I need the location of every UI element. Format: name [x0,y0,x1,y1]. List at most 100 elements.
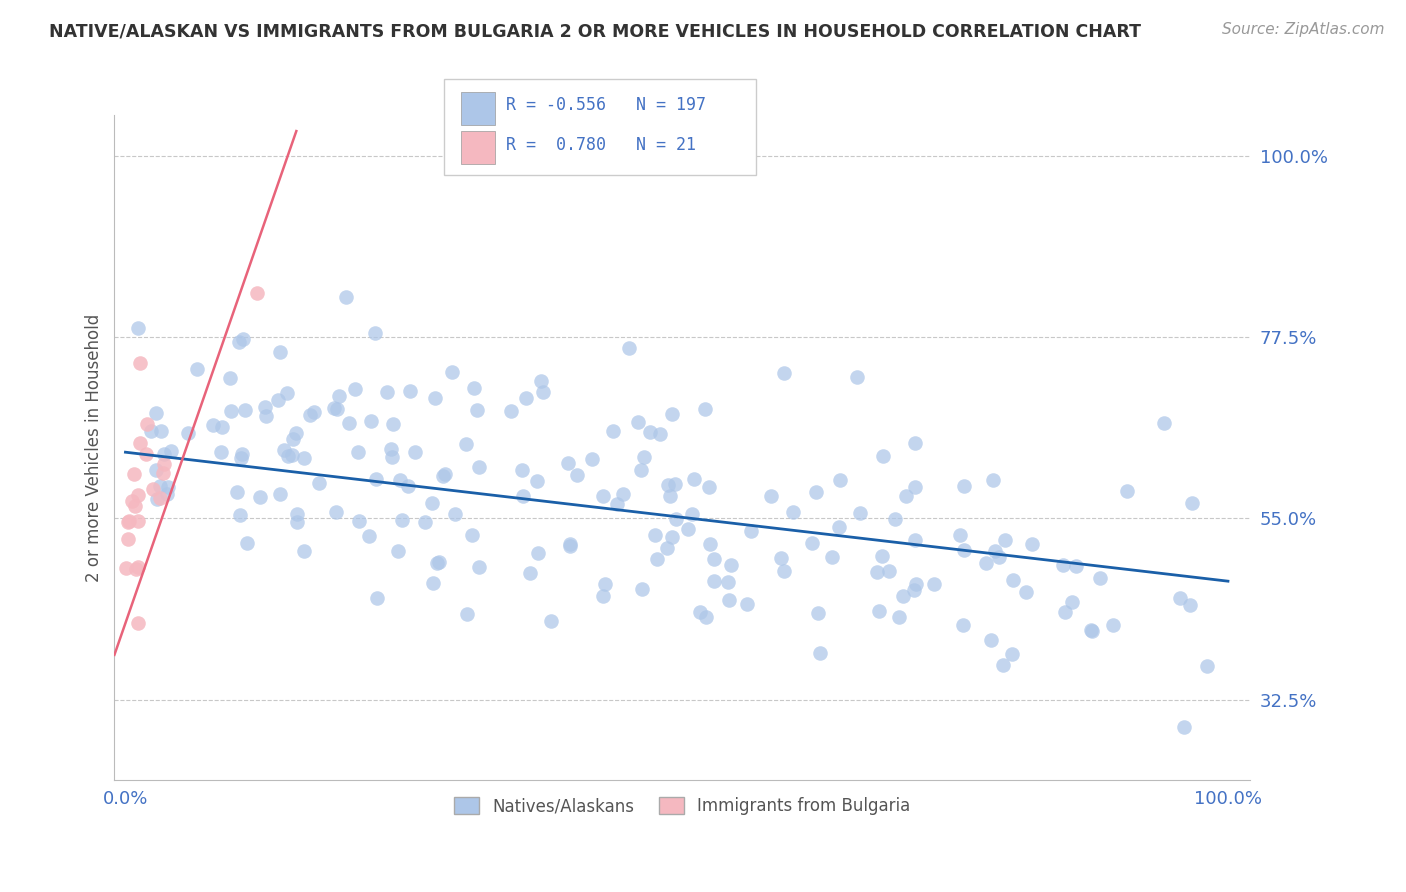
Point [1015,585,1038,599]
Point [468,560,491,574]
Point [689,606,711,620]
Point [903,583,925,598]
Point [149,491,172,506]
Point [953,478,976,492]
Point [344,382,367,396]
Point [1088,570,1111,584]
Point [382,417,405,431]
Point [432,468,454,483]
Point [1168,591,1191,606]
Point [984,543,1007,558]
Point [980,633,1002,648]
Point [845,370,868,384]
Point [328,389,350,403]
Point [426,556,449,570]
Point [531,385,554,400]
Point [347,514,370,528]
Point [152,457,174,471]
Point [657,478,679,492]
Point [211,420,233,434]
Point [253,400,276,414]
Point [527,546,550,560]
Point [645,551,668,566]
Point [159,444,181,458]
Point [276,385,298,400]
Point [398,384,420,398]
Point [236,536,259,550]
Point [1181,496,1204,510]
Point [693,401,716,416]
Point [337,417,360,431]
Point [949,528,972,542]
Point [683,472,706,486]
Point [557,456,579,470]
Point [273,443,295,458]
Text: R =  0.780   N = 21: R = 0.780 N = 21 [506,136,696,154]
Point [512,489,534,503]
Point [219,404,242,418]
Point [326,401,349,416]
Point [413,516,436,530]
Point [443,507,465,521]
Point [335,290,357,304]
Point [146,491,169,506]
Legend: Natives/Alaskans, Immigrants from Bulgaria: Natives/Alaskans, Immigrants from Bulgar… [447,790,917,822]
Point [249,490,271,504]
Point [118,514,141,528]
Point [269,487,291,501]
Point [606,497,628,511]
Point [952,543,974,558]
Point [1173,720,1195,734]
Point [176,425,198,440]
Point [434,467,457,482]
Point [1021,537,1043,551]
Point [465,402,488,417]
Point [201,418,224,433]
Point [456,437,478,451]
Point [246,285,269,300]
Point [887,609,910,624]
Point [292,450,315,465]
Point [304,405,326,419]
Point [441,365,464,379]
Point [782,505,804,519]
Point [420,495,443,509]
Point [388,473,411,487]
Point [122,467,145,481]
Point [127,514,149,528]
Point [717,592,740,607]
Point [1197,658,1219,673]
Point [267,393,290,408]
Point [804,485,827,500]
Point [380,442,402,457]
Point [592,489,614,503]
Point [988,550,1011,565]
Point [1180,598,1202,612]
Point [565,468,588,483]
Point [299,409,322,423]
Point [281,432,304,446]
Point [226,484,249,499]
Point [592,589,614,603]
Point [228,335,250,350]
Point [994,533,1017,547]
Point [619,341,641,355]
Point [526,474,548,488]
Point [281,448,304,462]
Point [773,367,796,381]
Point [127,560,149,574]
Point [152,466,174,480]
Text: NATIVE/ALASKAN VS IMMIGRANTS FROM BULGARIA 2 OR MORE VEHICLES IN HOUSEHOLD CORRE: NATIVE/ALASKAN VS IMMIGRANTS FROM BULGAR… [49,22,1142,40]
Point [145,406,167,420]
Point [156,487,179,501]
FancyBboxPatch shape [461,92,495,125]
Y-axis label: 2 or more Vehicles in Household: 2 or more Vehicles in Household [86,314,103,582]
Point [1081,624,1104,638]
Point [135,447,157,461]
Point [801,536,824,550]
Point [868,604,890,618]
Point [735,597,758,611]
Point [423,391,446,405]
Point [117,515,139,529]
Point [593,577,616,591]
